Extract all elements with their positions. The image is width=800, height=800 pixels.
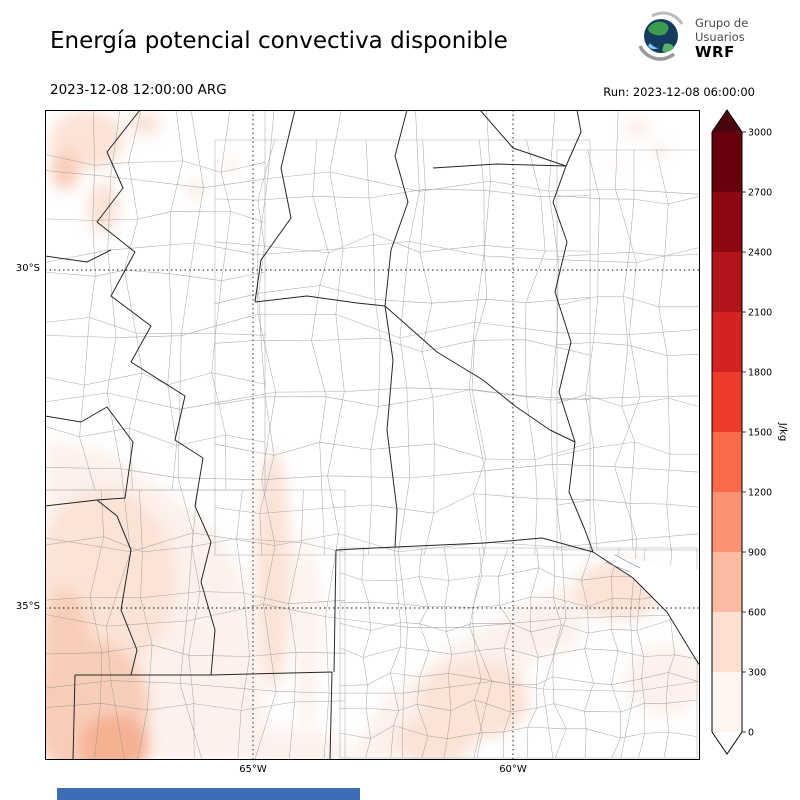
colorbar-segment (712, 672, 742, 732)
colorbar-under-arrow (712, 732, 742, 754)
logo-line-2: Usuarios (695, 29, 745, 44)
page-title: Energía potencial convectiva disponible (50, 28, 508, 54)
cape-shade-blob (223, 155, 237, 175)
colorbar-segment (712, 492, 742, 552)
colorbar-segment (712, 312, 742, 372)
globe-icon (638, 11, 684, 61)
lon-tick-65w: 65°W (239, 764, 267, 775)
colorbar-over-arrow (712, 110, 742, 132)
cape-shade-blob (87, 182, 119, 234)
globe-land (648, 21, 669, 36)
cape-shading-layer (45, 110, 700, 760)
colorbar-segment (712, 132, 742, 192)
valid-time-label: 2023-12-08 12:00:00 ARG (50, 82, 227, 98)
colorbar-segment (712, 372, 742, 432)
department-mesh-path (45, 110, 266, 491)
colorbar-tick-label: 900 (748, 548, 766, 559)
colorbar-tickmarks (742, 131, 746, 733)
department-mesh-path (214, 139, 591, 556)
logo-line-1: Grupo de (695, 15, 749, 30)
map-canvas (45, 110, 700, 760)
cape-shade-blob (245, 730, 345, 760)
colorbar-segment (712, 612, 742, 672)
wrf-logo: Grupo de Usuarios WRF (634, 10, 748, 64)
colorbar-tick-label: 3000 (748, 128, 772, 139)
department-boundaries (45, 110, 700, 760)
colorbar: 3000 2700 2400 2100 1800 1500 1200 900 6… (711, 109, 788, 755)
logo-line-3: WRF (695, 42, 735, 61)
colorbar-segment (712, 432, 742, 492)
department-mesh-path (339, 547, 698, 759)
colorbar-tick-label: 1800 (748, 368, 772, 379)
footer-banner (57, 788, 360, 800)
parana-delta-lines (604, 554, 641, 573)
globe-swirl (638, 45, 676, 61)
cape-shade-blob (627, 121, 647, 135)
cape-shade-blob (187, 182, 203, 198)
lon-tick-60w: 60°W (499, 764, 527, 775)
logo-text: Grupo de Usuarios WRF (695, 15, 749, 61)
cape-shade-blob (255, 450, 291, 690)
colorbar-units-label: J/kg (777, 422, 788, 441)
department-mesh-path (556, 149, 700, 551)
colorbar-tick-label: 1200 (748, 488, 772, 499)
cape-shade-blob (510, 605, 580, 655)
coastline (592, 551, 700, 667)
cape-shade-blob (80, 715, 150, 760)
colorbar-tick-label: 2400 (748, 248, 772, 259)
cape-shade-blob (395, 715, 475, 760)
latlon-grid (45, 110, 700, 760)
colorbar-tick-label: 0 (748, 728, 754, 739)
colorbar-tick-label: 600 (748, 608, 766, 619)
cape-shade-blob (295, 530, 319, 730)
colorbar-tick-label: 2700 (748, 188, 772, 199)
water-rio-de-la-plata (593, 552, 700, 666)
map-frame (45, 110, 700, 760)
cape-shade-blob (129, 112, 161, 136)
colorbar-segment (712, 192, 742, 252)
colorbar-tick-label: 1500 (748, 428, 772, 439)
province-boundaries (45, 110, 594, 760)
lat-tick-35s: 35°S (15, 601, 40, 612)
cape-shade-blob (51, 150, 79, 190)
lat-tick-30s: 30°S (15, 263, 40, 274)
colorbar-tick-label: 300 (748, 668, 766, 679)
cape-shade-blob (610, 160, 620, 170)
globe-land (648, 43, 659, 50)
colorbar-segment (712, 552, 742, 612)
globe-land (662, 43, 674, 52)
run-time-label: Run: 2023-12-08 06:00:00 (603, 85, 755, 99)
globe-swirl (651, 11, 684, 25)
colorbar-tick-label: 2100 (748, 308, 772, 319)
colorbar-segment (712, 252, 742, 312)
